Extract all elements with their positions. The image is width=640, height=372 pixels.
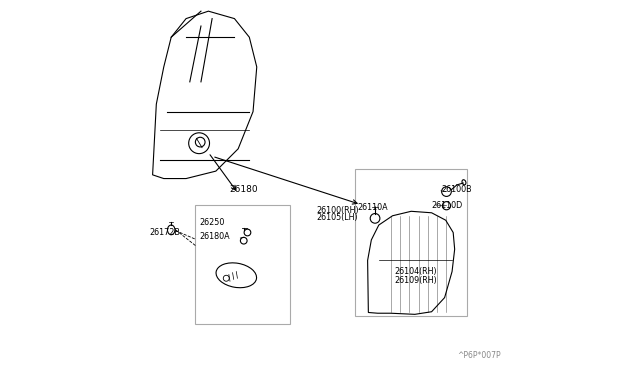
Text: 26100B: 26100B [441, 185, 472, 194]
Text: 26110A: 26110A [357, 203, 388, 212]
Bar [355, 169, 467, 316]
Text: 26180A: 26180A [199, 232, 230, 241]
Bar [195, 205, 290, 324]
Text: 26250: 26250 [199, 218, 225, 227]
Text: 26104(RH): 26104(RH) [394, 267, 437, 276]
Text: 26105(LH): 26105(LH) [316, 213, 358, 222]
Text: 26172B: 26172B [149, 228, 180, 237]
Text: 26180: 26180 [229, 185, 258, 194]
Text: 26110D: 26110D [431, 201, 463, 210]
Text: 26109(RH): 26109(RH) [394, 276, 437, 285]
Text: 26100(RH): 26100(RH) [316, 206, 359, 215]
Text: ^P6P*007P: ^P6P*007P [458, 351, 501, 360]
